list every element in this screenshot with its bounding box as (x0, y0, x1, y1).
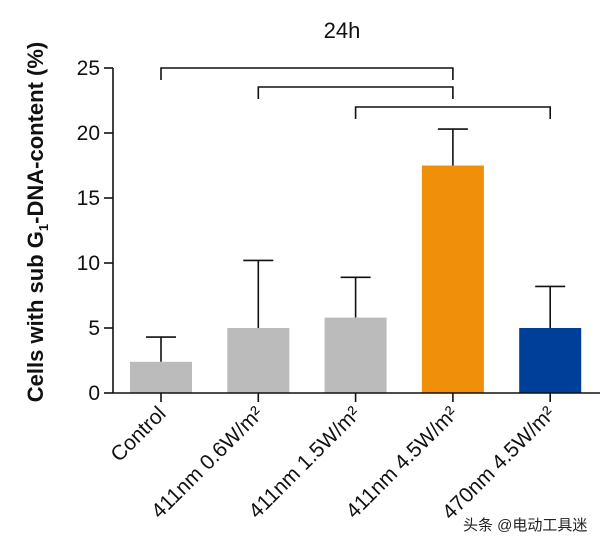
y-tick-label-5: 25 (77, 57, 100, 80)
significance-bracket-2 (354, 106, 551, 119)
y-axis-label-part1: Cells with sub G (23, 231, 48, 402)
y-tick-label-0: 0 (88, 382, 100, 405)
watermark-text: 头条 @电动工具迷 (463, 517, 587, 534)
y-tick-label-4: 20 (77, 122, 100, 145)
y-tick-label-3: 15 (77, 187, 100, 210)
bar-1 (227, 328, 290, 393)
bar-3 (421, 165, 484, 393)
significance-bracket-0 (160, 67, 454, 80)
bar-0 (130, 361, 192, 393)
y-tick-label-1: 5 (88, 317, 100, 340)
y-tick-label-2: 10 (77, 252, 100, 275)
significance-bracket-1 (257, 86, 454, 99)
y-axis-label-subscript: 1 (36, 224, 51, 231)
bar-2 (324, 317, 387, 393)
y-axis-label-part2: -DNA-content (%) (23, 42, 48, 224)
chart-title: 24h (324, 18, 361, 43)
x-tick-label-0: Control (106, 402, 170, 466)
bar-4 (519, 328, 582, 393)
y-axis-label: Cells with sub G1-DNA-content (%) (23, 42, 51, 402)
